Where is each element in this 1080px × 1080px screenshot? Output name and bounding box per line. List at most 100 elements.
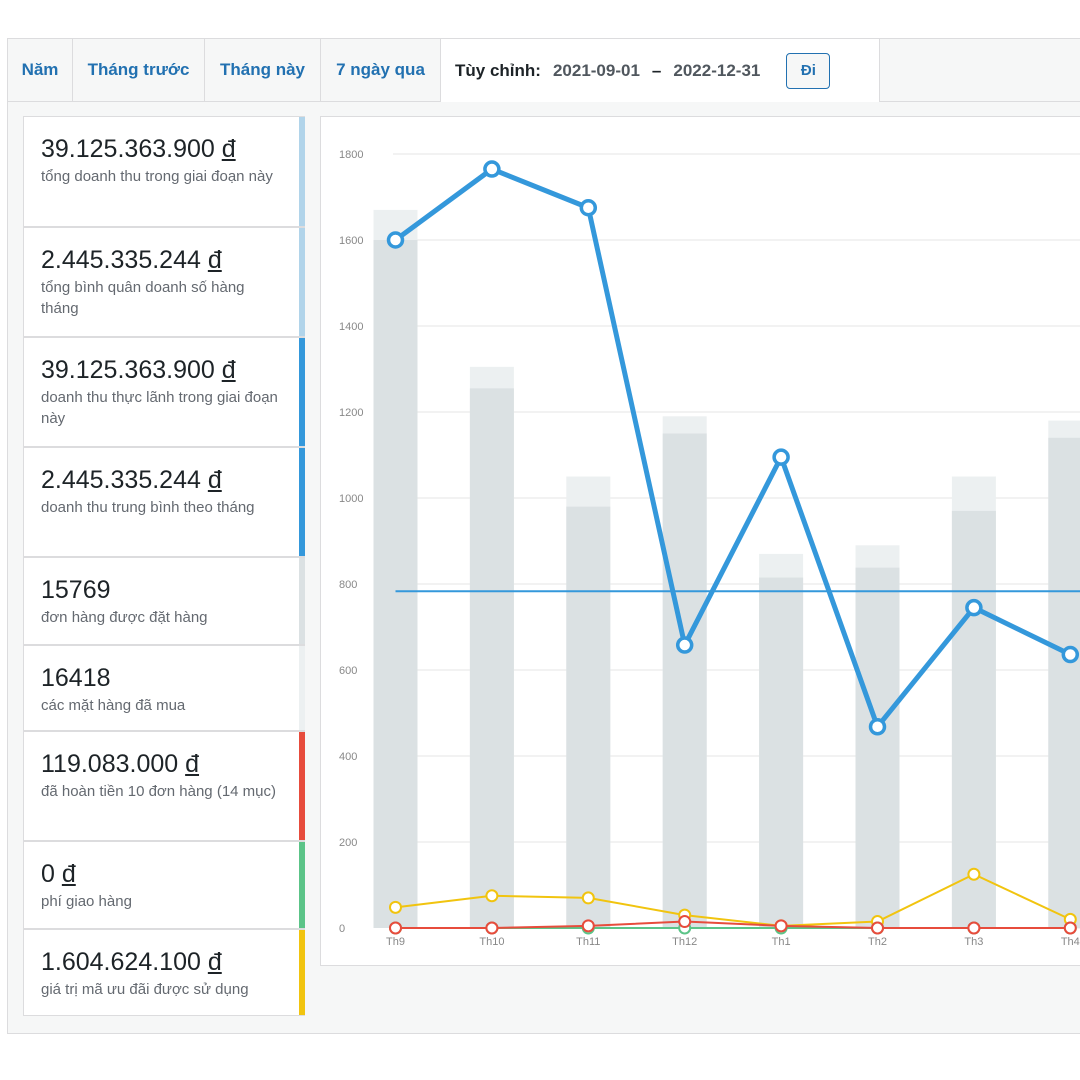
currency-symbol: đ <box>61 860 76 888</box>
chart-bar <box>855 567 900 928</box>
stat-value: 16418 <box>41 664 111 692</box>
sales-chart: 0 200 400 600 800 1000 1200 1400 1600 1800 Th9 Th10… <box>339 149 1080 948</box>
y-tick-label: 800 <box>339 579 357 591</box>
data-point <box>678 915 692 929</box>
chart-bar <box>373 240 418 928</box>
stat-description: doanh thu trung bình theo tháng <box>41 499 255 516</box>
stat-color-bar <box>299 930 305 1015</box>
stat-description: tổng doanh thu trong giai đoạn này <box>41 168 273 185</box>
stat-avg-monthly-revenue[interactable]: 2.445.335.244 đ doanh thu trung bình the… <box>23 447 305 557</box>
stat-description: doanh thu thực lãnh trong giai đoạn này <box>41 389 278 427</box>
stat-refunds[interactable]: 119.083.000 đ đã hoàn tiền 10 đơn hàng (… <box>23 731 305 841</box>
currency-symbol: đ <box>207 948 222 976</box>
start-date-field[interactable]: 2021-09-01 <box>552 60 640 80</box>
stat-coupons-used[interactable]: 1.604.624.100 đ giá trị mã ưu đãi được s… <box>23 929 305 1016</box>
stat-total-revenue[interactable]: 39.125.363.900 đ tổng doanh thu trong gi… <box>23 116 305 227</box>
data-point <box>581 891 595 905</box>
data-point <box>1061 645 1080 664</box>
currency-symbol: đ <box>207 466 222 494</box>
go-button[interactable]: Đi <box>786 52 831 89</box>
tab-last-7-days[interactable]: 7 ngày qua <box>321 39 441 101</box>
stat-description: đơn hàng được đặt hàng <box>41 609 208 626</box>
stat-value: 2.445.335.244 <box>41 466 201 494</box>
stat-description: phí giao hàng <box>41 893 132 910</box>
data-point <box>485 921 499 935</box>
data-point <box>483 160 501 178</box>
data-point <box>389 900 402 914</box>
stat-description: giá trị mã ưu đãi được sử dụng <box>41 981 249 998</box>
data-point <box>581 919 595 933</box>
data-point <box>772 448 790 466</box>
x-tick-label: Th9 <box>386 936 405 948</box>
y-tick-label: 1000 <box>339 493 363 505</box>
revenue-line <box>394 166 1072 730</box>
tab-this-month[interactable]: Tháng này <box>205 39 321 101</box>
data-point <box>868 718 887 736</box>
data-point <box>965 598 983 617</box>
range-tabs: Năm Tháng trước Tháng này 7 ngày qua Tùy… <box>8 39 1080 102</box>
tab-year[interactable]: Năm <box>8 39 73 101</box>
stat-value: 1.604.624.100 <box>41 948 201 976</box>
date-separator: – <box>651 60 662 80</box>
data-point <box>579 199 598 217</box>
stat-value: 2.445.335.244 <box>41 246 201 274</box>
tab-custom: Tùy chỉnh: 2021-09-01 – 2022-12-31 Đi <box>441 39 880 102</box>
data-point <box>871 921 884 935</box>
data-point <box>675 636 694 654</box>
x-tick-label: Th12 <box>672 936 697 948</box>
x-tick-label: Th2 <box>868 936 887 948</box>
stat-value: 39.125.363.900 <box>41 356 215 384</box>
stat-items-purchased[interactable]: 16418 các mặt hàng đã mua <box>23 645 305 731</box>
y-tick-label: 1400 <box>339 321 363 333</box>
data-point <box>774 919 788 933</box>
currency-symbol: đ <box>185 750 200 778</box>
x-tick-label: Th11 <box>576 936 600 948</box>
currency-symbol: đ <box>207 246 222 274</box>
y-tick-label: 1800 <box>339 149 363 161</box>
currency-symbol: đ <box>221 356 236 384</box>
data-point <box>967 921 981 935</box>
chart-bar <box>566 506 611 928</box>
chart-bar <box>1048 437 1080 928</box>
stat-description: đã hoàn tiền 10 đơn hàng (14 mục) <box>41 783 276 800</box>
y-tick-label: 1600 <box>339 235 363 247</box>
stat-color-bar <box>299 842 305 928</box>
stat-description: tổng bình quân doanh số hàng tháng <box>41 279 245 317</box>
stat-value: 39.125.363.900 <box>41 135 215 163</box>
stats-sidebar: 39.125.363.900 đ tổng doanh thu trong gi… <box>23 116 305 1016</box>
chart-bar <box>951 510 996 928</box>
y-tick-label: 200 <box>339 837 357 849</box>
currency-symbol: đ <box>221 135 236 163</box>
end-date-field[interactable]: 2022-12-31 <box>673 60 761 80</box>
stat-orders-placed[interactable]: 15769 đơn hàng được đặt hàng <box>23 557 305 645</box>
data-point <box>1063 921 1077 935</box>
stat-description: các mặt hàng đã mua <box>41 697 186 714</box>
stat-net-revenue[interactable]: 39.125.363.900 đ doanh thu thực lãnh tro… <box>23 337 305 447</box>
y-tick-label: 0 <box>339 923 345 935</box>
sales-chart-box: 0 200 400 600 800 1000 1200 1400 1600 1800 Th9 Th10… <box>320 116 1080 966</box>
series-line <box>395 873 1071 927</box>
stat-value: 0 <box>41 860 55 888</box>
stat-color-bar <box>299 338 305 446</box>
custom-range-label: Tùy chỉnh: <box>455 60 541 80</box>
tab-last-month[interactable]: Tháng trước <box>73 39 205 101</box>
chart-bar <box>469 388 514 929</box>
stat-value: 15769 <box>41 576 111 604</box>
x-tick-label: Th10 <box>479 936 504 948</box>
stat-color-bar <box>299 732 305 840</box>
stat-color-bar <box>299 448 305 556</box>
data-point <box>485 889 499 903</box>
stat-shipping[interactable]: 0 đ phí giao hàng <box>23 841 305 929</box>
y-tick-label: 1200 <box>339 407 363 419</box>
x-tick-label: Th4 <box>1061 936 1080 948</box>
stat-value: 119.083.000 <box>41 750 179 778</box>
data-point <box>967 867 981 881</box>
stat-avg-monthly-sales[interactable]: 2.445.335.244 đ tổng bình quân doanh số … <box>23 227 305 337</box>
series-line <box>395 920 1071 929</box>
stat-color-bar <box>299 228 305 336</box>
stat-color-bar <box>299 646 305 730</box>
y-tick-label: 400 <box>339 751 357 763</box>
x-tick-label: Th1 <box>772 936 791 948</box>
stat-color-bar <box>299 558 305 644</box>
chart-bar <box>759 577 804 928</box>
